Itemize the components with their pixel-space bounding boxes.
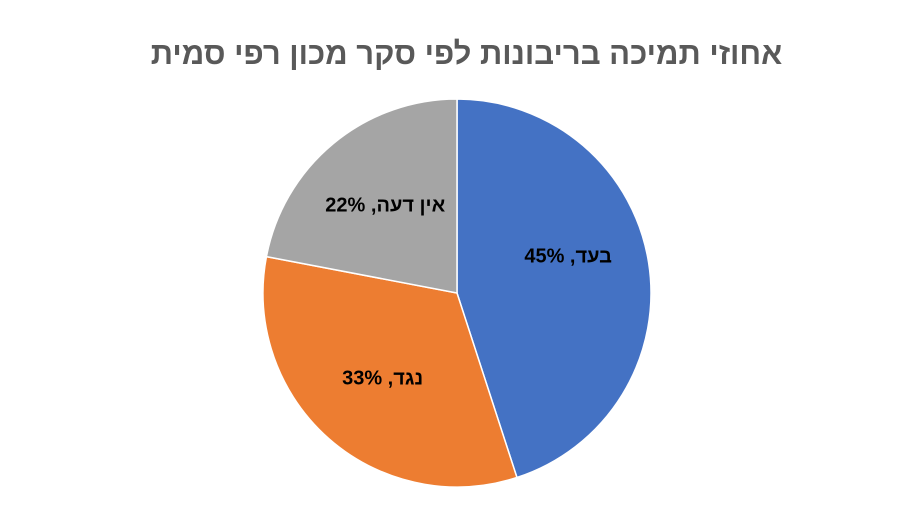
slice-no-opinion [265, 98, 458, 294]
slice-against [262, 255, 518, 488]
pie-slices [262, 98, 652, 488]
slice-labels: בעד, 45% נגד, 33% אין דעה, 22% [325, 195, 612, 390]
chart-title: אחוזי תמיכה בריבונות לפי סקר מכון רפי סמ… [150, 36, 783, 71]
label-against: נגד, 33% [342, 368, 423, 390]
label-no-opinion: אין דעה, 22% [325, 195, 445, 217]
label-for: בעד, 45% [524, 246, 612, 268]
slice-for [456, 98, 652, 479]
